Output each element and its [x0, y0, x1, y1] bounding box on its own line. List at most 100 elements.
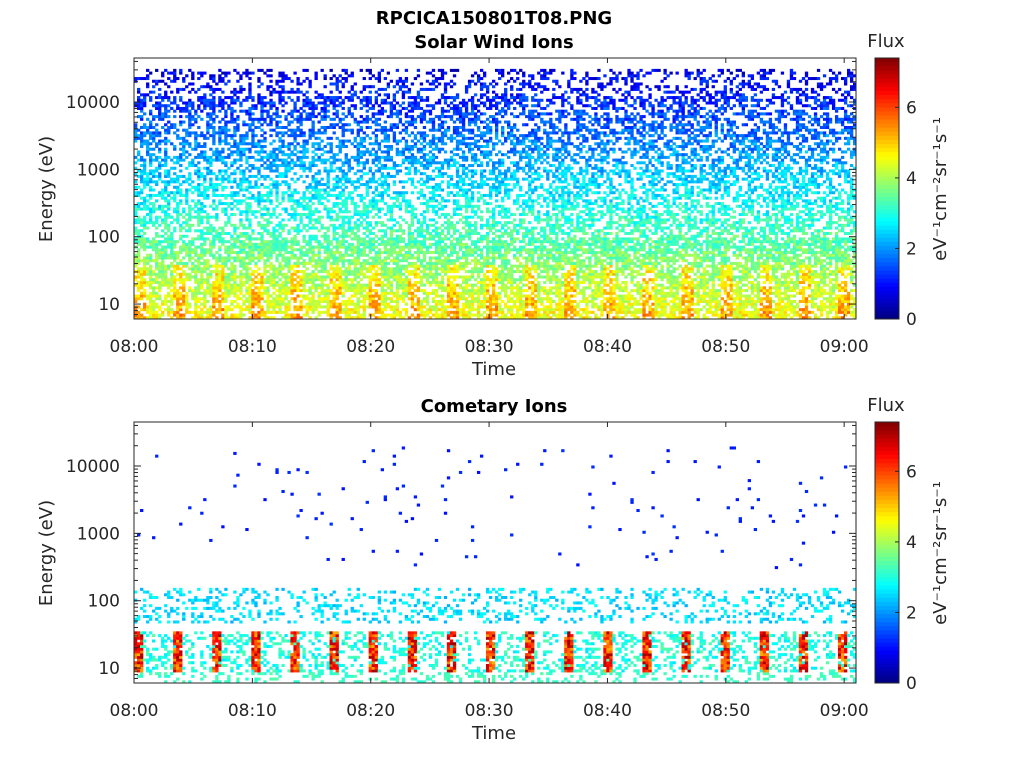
heatmap-cell	[263, 272, 267, 276]
heatmap-cell	[323, 251, 327, 255]
heatmap-cell	[347, 261, 351, 265]
heatmap-cell	[134, 275, 138, 279]
heatmap-cell	[419, 313, 424, 317]
heatmap-cell	[245, 232, 249, 236]
heatmap-cell	[137, 191, 141, 195]
heatmap-cell	[263, 240, 267, 244]
heatmap-cell	[287, 305, 291, 309]
heatmap-cell	[272, 280, 276, 284]
heatmap-cell	[215, 270, 219, 274]
heatmap-cell	[284, 251, 288, 255]
heatmap-cell	[164, 93, 168, 97]
heatmap-cell	[170, 158, 174, 162]
heatmap-cell	[170, 261, 174, 265]
heatmap-cell	[191, 223, 195, 227]
heatmap-cell	[341, 169, 345, 173]
heatmap-cell	[263, 286, 267, 290]
heatmap-cell	[272, 275, 276, 279]
heatmap-cell	[146, 310, 150, 314]
heatmap-cell	[281, 98, 285, 102]
heatmap-cell	[362, 272, 366, 276]
heatmap-cell	[203, 278, 207, 282]
heatmap-cell	[209, 134, 213, 138]
heatmap-cell	[281, 145, 285, 149]
heatmap-cell	[425, 261, 430, 265]
heatmap-cell	[242, 123, 246, 127]
heatmap-cell	[137, 256, 141, 260]
heatmap-cell	[284, 172, 288, 176]
heatmap-cell	[413, 145, 418, 149]
heatmap-cell	[188, 177, 192, 181]
heatmap-cell	[284, 131, 288, 135]
heatmap-cell	[335, 289, 339, 293]
heatmap-cell	[203, 104, 207, 108]
heatmap-cell	[308, 183, 312, 187]
heatmap-cell	[371, 147, 375, 151]
heatmap-cell	[278, 291, 282, 295]
heatmap-cell	[176, 77, 180, 81]
heatmap-cell	[179, 297, 183, 301]
heatmap-cell	[305, 207, 309, 211]
heatmap-cell	[224, 240, 228, 244]
heatmap-cell	[215, 212, 219, 216]
heatmap-cell	[272, 104, 276, 108]
heatmap-cell	[206, 125, 210, 129]
heatmap-cell	[266, 232, 270, 236]
heatmap-cell	[209, 289, 213, 293]
heatmap-cell	[362, 145, 366, 149]
heatmap-cell	[290, 256, 294, 260]
heatmap-cell	[239, 275, 243, 279]
heatmap-cell	[284, 153, 288, 157]
heatmap-cell	[428, 245, 433, 249]
heatmap-cell	[227, 272, 231, 276]
heatmap-cell	[422, 313, 427, 317]
heatmap-cell	[203, 166, 207, 170]
heatmap-cell	[392, 242, 397, 246]
heatmap-cell	[185, 229, 189, 233]
heatmap-cell	[272, 264, 276, 268]
heatmap-cell	[359, 196, 363, 200]
heatmap-cell	[365, 120, 369, 124]
heatmap-cell	[407, 229, 412, 233]
heatmap-cell	[380, 101, 384, 105]
heatmap-cell	[335, 294, 339, 298]
heatmap-cell	[413, 245, 418, 249]
heatmap-cell	[290, 90, 294, 94]
heatmap-cell	[206, 299, 210, 303]
heatmap-cell	[395, 302, 400, 306]
heatmap-cell	[287, 153, 291, 157]
heatmap-cell	[308, 98, 312, 102]
heatmap-cell	[407, 134, 412, 138]
heatmap-cell	[347, 259, 351, 263]
heatmap-cell	[170, 234, 174, 238]
heatmap-cell	[419, 280, 424, 284]
heatmap-cell	[341, 117, 345, 121]
heatmap-cell	[149, 299, 153, 303]
heatmap-cell	[194, 248, 198, 252]
heatmap-cell	[293, 164, 297, 168]
heatmap-cell	[425, 267, 430, 271]
heatmap-cell	[209, 104, 213, 108]
heatmap-cell	[401, 96, 406, 100]
heatmap-cell	[392, 267, 397, 271]
heatmap-cell	[314, 207, 318, 211]
heatmap-cell	[389, 280, 394, 284]
heatmap-cell	[380, 150, 384, 154]
heatmap-cell	[251, 289, 255, 293]
heatmap-cell	[218, 131, 222, 135]
heatmap-cell	[251, 232, 255, 236]
heatmap-cell	[185, 253, 189, 257]
heatmap-cell	[308, 115, 312, 119]
heatmap-cell	[164, 275, 168, 279]
heatmap-cell	[149, 196, 153, 200]
heatmap-cell	[284, 164, 288, 168]
heatmap-cell	[401, 199, 406, 203]
heatmap-cell	[302, 164, 306, 168]
heatmap-cell	[398, 278, 403, 282]
heatmap-cell	[161, 218, 165, 222]
heatmap-cell	[350, 286, 354, 290]
heatmap-cell	[308, 207, 312, 211]
heatmap-cell	[299, 212, 303, 216]
heatmap-cell	[191, 310, 195, 314]
heatmap-cell	[245, 215, 249, 219]
